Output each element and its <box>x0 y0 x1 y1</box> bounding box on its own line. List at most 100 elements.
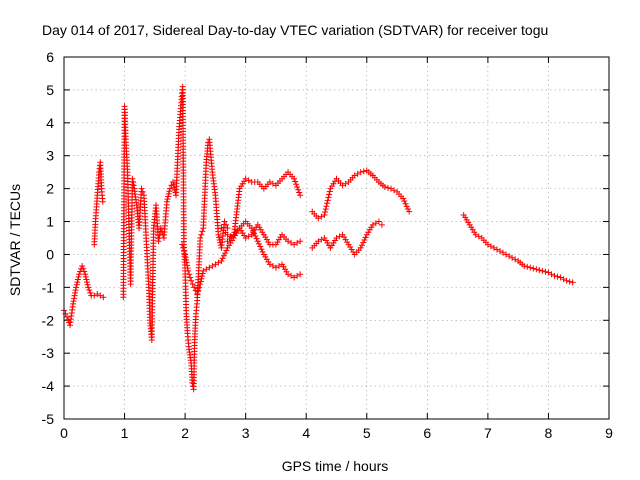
data-point <box>326 188 333 195</box>
data-point <box>91 292 98 299</box>
chart-title: Day 014 of 2017, Sidereal Day-to-day VTE… <box>42 22 548 38</box>
data-point <box>259 248 266 255</box>
data-point <box>81 268 88 275</box>
data-point <box>186 271 193 278</box>
data-point <box>351 172 358 179</box>
data-point <box>272 264 279 271</box>
data-point <box>164 196 171 203</box>
data-point <box>70 300 77 307</box>
data-point <box>254 238 261 245</box>
data-point <box>198 275 205 282</box>
data-point <box>72 289 79 296</box>
data-point <box>490 244 497 251</box>
y-tick-label: -4 <box>42 378 55 394</box>
data-point <box>253 235 260 242</box>
data-point <box>472 231 479 238</box>
data-point <box>388 185 394 192</box>
data-point <box>484 241 491 248</box>
data-point <box>165 190 172 197</box>
data-point <box>321 211 328 218</box>
data-point <box>339 182 346 189</box>
x-tick-label: 0 <box>60 425 68 441</box>
data-point <box>197 235 204 241</box>
data-point <box>242 175 249 182</box>
data-point <box>157 225 164 232</box>
data-point <box>170 179 176 186</box>
data-point <box>166 185 173 192</box>
data-point <box>182 254 189 261</box>
data-point <box>475 233 482 240</box>
data-point <box>80 265 87 272</box>
data-point <box>315 215 322 222</box>
data-point <box>206 264 213 271</box>
y-tick-label: 5 <box>46 82 54 98</box>
data-point <box>297 271 304 278</box>
data-point <box>227 233 234 240</box>
data-point <box>163 198 170 205</box>
data-point <box>315 238 322 245</box>
data-point <box>291 274 298 281</box>
data-point <box>563 277 570 284</box>
data-point <box>203 266 210 273</box>
data-point <box>84 279 91 286</box>
data-point <box>326 191 333 198</box>
data-point <box>188 277 195 284</box>
data-point <box>71 292 78 299</box>
data-point <box>325 194 332 201</box>
data-point <box>296 189 303 196</box>
data-point <box>64 313 71 320</box>
data-point <box>245 177 252 184</box>
data-point <box>551 272 558 279</box>
data-point <box>99 198 106 205</box>
data-point <box>224 225 231 232</box>
data-point <box>179 241 186 248</box>
data-point <box>216 234 223 241</box>
y-tick-label: -5 <box>42 411 55 427</box>
data-point <box>378 221 385 228</box>
data-point <box>73 281 80 288</box>
data-point <box>191 284 198 291</box>
data-point <box>76 271 83 278</box>
data-point <box>557 274 564 281</box>
data-point <box>297 238 304 245</box>
data-point <box>521 262 528 269</box>
data-point <box>372 220 379 227</box>
x-axis-label: GPS time / hours <box>282 458 389 474</box>
data-point <box>85 284 92 291</box>
data-point <box>503 251 510 258</box>
data-point <box>506 253 513 260</box>
data-point <box>70 298 77 305</box>
data-point <box>512 256 519 263</box>
data-point <box>185 267 192 274</box>
data-point <box>403 203 410 210</box>
data-point <box>199 228 206 235</box>
data-point <box>73 284 80 291</box>
data-point <box>252 233 259 240</box>
data-point <box>384 184 391 191</box>
data-point <box>183 259 190 266</box>
data-point <box>82 273 89 280</box>
data-point <box>180 244 187 251</box>
data-point <box>197 278 204 285</box>
data-point <box>539 267 546 274</box>
data-point <box>212 261 219 268</box>
data-point <box>404 206 411 213</box>
data-point <box>322 209 329 216</box>
data-point <box>560 276 567 283</box>
data-point <box>333 235 340 241</box>
data-point <box>74 279 81 286</box>
data-point <box>294 183 301 190</box>
data-point <box>530 265 537 272</box>
data-point <box>524 263 531 270</box>
data-point <box>336 233 343 240</box>
data-point <box>401 198 408 205</box>
x-tick-label: 6 <box>423 425 431 441</box>
data-point <box>199 270 206 277</box>
axis-ticks: 0 1 2 3 4 5 6 7 8 9 -5 -4 -3 -2 -1 0 1 2 3 4 5 6 <box>42 49 614 441</box>
x-tick-label: 3 <box>242 425 250 441</box>
x-tick-label: 4 <box>302 425 310 441</box>
data-point <box>324 200 331 207</box>
data-point <box>138 185 145 192</box>
